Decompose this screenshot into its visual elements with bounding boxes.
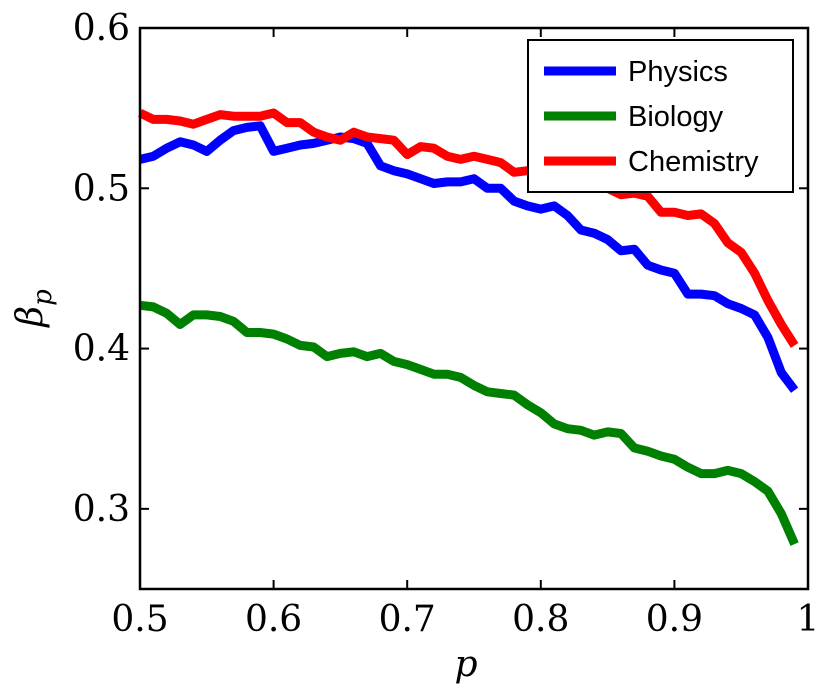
series-line-physics (138, 121, 799, 393)
y-tick-label: 0.5 (73, 168, 130, 209)
x-tick-label: 0.8 (512, 599, 569, 640)
series-layer (138, 108, 799, 546)
x-tick-label: 0.9 (646, 599, 703, 640)
x-tick-label: 0.5 (111, 599, 168, 640)
x-axis-label: p (454, 644, 477, 685)
legend: Physics Biology Chemistry (527, 39, 794, 193)
y-axis-label: βp (10, 289, 58, 329)
y-axis-label-main: β (10, 306, 51, 329)
series-line-biology (139, 300, 799, 546)
legend-label-chemistry: Chemistry (628, 146, 759, 178)
legend-label-biology: Biology (628, 101, 724, 133)
svg-text:βp: βp (10, 289, 58, 329)
x-tick-label: 0.6 (245, 599, 302, 640)
y-tick-label: 0.6 (73, 8, 130, 49)
y-tick-label: 0.3 (73, 489, 130, 530)
x-tick-label: 1 (797, 599, 820, 640)
legend-label-physics: Physics (628, 56, 728, 88)
plot-frame (138, 26, 810, 591)
ticks-layer: 0.5 0.6 0.7 0.8 0.9 1 0.3 0.4 0.5 0.6 (73, 8, 820, 640)
y-tick-label: 0.4 (73, 329, 130, 370)
y-axis-label-subscript: p (28, 289, 58, 306)
x-tick-label: 0.7 (379, 599, 436, 640)
series-line-chemistry (138, 108, 799, 348)
